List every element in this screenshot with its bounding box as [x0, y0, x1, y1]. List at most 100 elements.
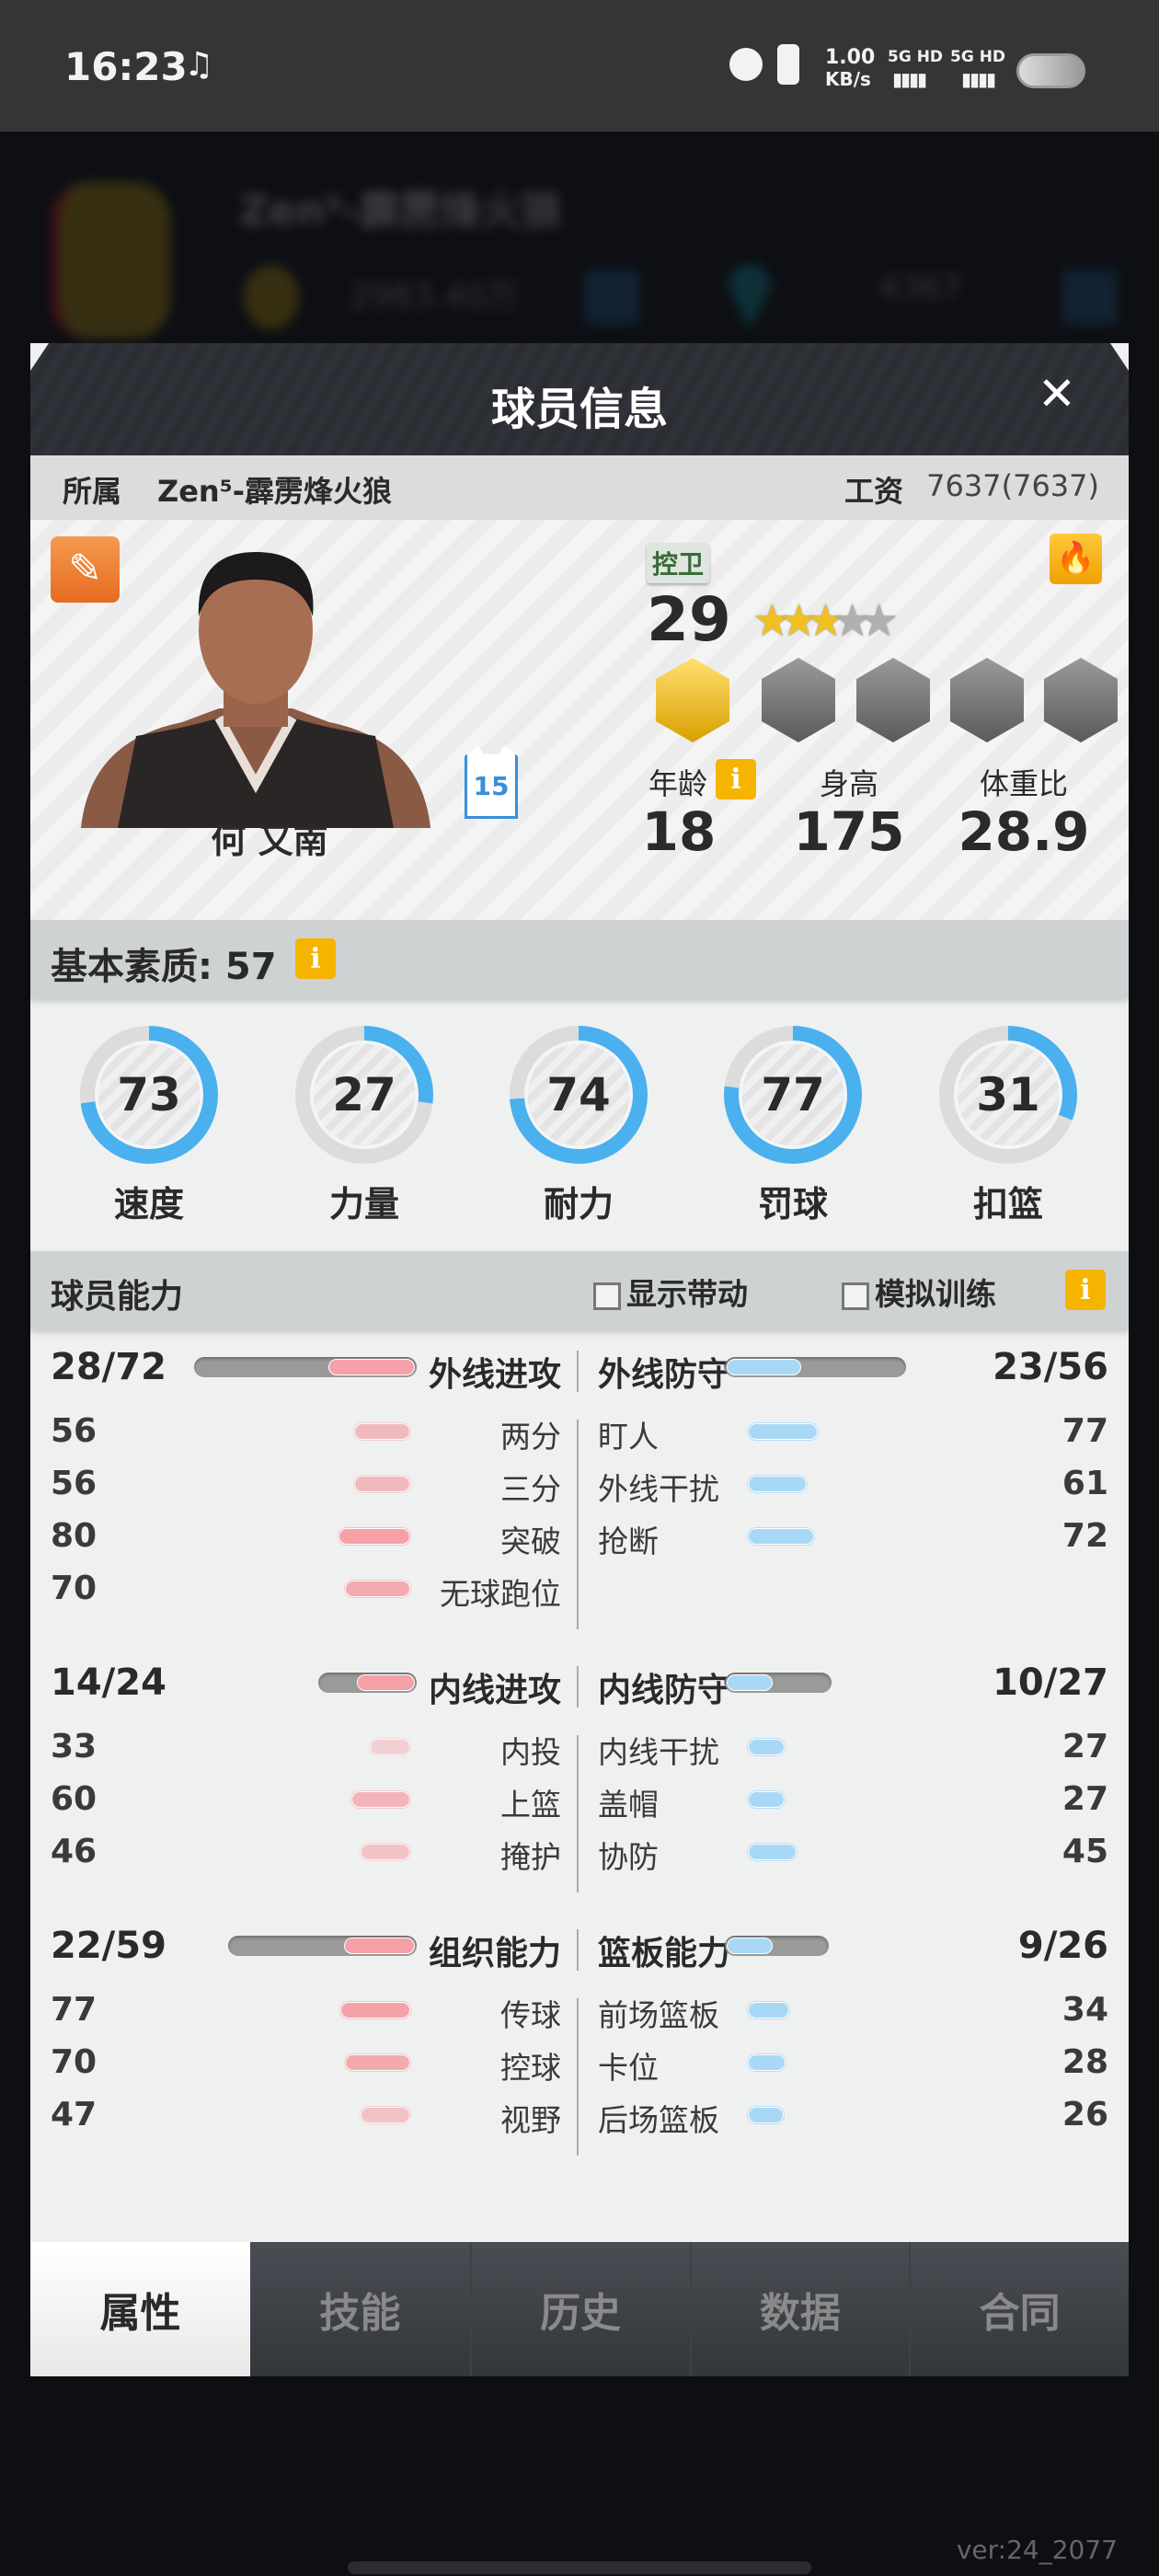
group-score: 10/27	[993, 1662, 1108, 1704]
star-icon: ★	[832, 595, 872, 647]
abilities-title: 球员能力	[51, 1278, 184, 1316]
ability-value: 56	[51, 1412, 98, 1450]
locked-badge-icon[interactable]	[950, 658, 1024, 742]
coin-icon	[244, 265, 299, 329]
attribute-label: 扣篮	[972, 1184, 1043, 1225]
attribute-label: 力量	[328, 1184, 399, 1225]
ability-label: 无球跑位	[440, 1576, 561, 1612]
player-badge-icon[interactable]	[656, 658, 729, 742]
tab-1[interactable]: 技能	[319, 2290, 401, 2337]
ability-value: 60	[51, 1780, 98, 1818]
basic-info-icon[interactable]: i	[295, 938, 336, 979]
weight-value: 28.9	[958, 800, 1090, 863]
ability-bar	[748, 2054, 786, 2071]
ability-value: 26	[1061, 2096, 1108, 2133]
checkbox[interactable]	[593, 1282, 621, 1310]
tab-3[interactable]: 数据	[689, 2242, 910, 2376]
ability-label: 传球	[500, 1997, 561, 2033]
divider	[577, 1420, 579, 1629]
ability-bar	[351, 1791, 410, 1808]
edit-player-icon[interactable]: ✎	[51, 536, 120, 603]
home-indicator[interactable]	[348, 2561, 811, 2574]
age-value: 18	[641, 800, 717, 863]
ability-label: 内线干扰	[598, 1734, 719, 1770]
age-label: 年龄	[648, 766, 708, 801]
ability-value: 77	[51, 1991, 98, 2029]
tab-4[interactable]: 合同	[909, 2242, 1129, 2376]
locked-badge-icon[interactable]	[856, 658, 930, 742]
ability-label: 内投	[500, 1734, 561, 1770]
dialog-header: 球员信息 ✕	[30, 343, 1129, 455]
group-progress-bar	[725, 1936, 829, 1956]
bg-coins: 2983.40万	[350, 278, 520, 316]
age-info-icon[interactable]: i	[716, 759, 756, 799]
group-progress-fill	[727, 1359, 801, 1375]
ability-value: 77	[1061, 1412, 1108, 1450]
ability-label: 抢断	[598, 1524, 659, 1559]
ability-bar	[339, 1528, 410, 1545]
group-progress-fill	[328, 1359, 415, 1375]
ability-bar	[748, 1844, 797, 1860]
jersey-number-icon: 15	[465, 745, 518, 819]
ability-bar	[748, 2002, 790, 2018]
fire-icon[interactable]: 🔥	[1050, 534, 1102, 584]
height-label: 身高	[819, 766, 878, 801]
ability-label: 盖帽	[598, 1787, 659, 1823]
group-label: 内线防守	[598, 1672, 731, 1709]
divider	[577, 1998, 579, 2156]
team-logo	[51, 182, 170, 339]
team-value: Zen⁵-霹雳烽火狼	[157, 474, 392, 509]
attribute-1: 27 力量	[291, 1021, 438, 1242]
sim2-label: 5G HD	[950, 48, 1006, 66]
attribute-value: 73	[98, 1044, 200, 1145]
ability-value: 33	[51, 1728, 98, 1765]
ability-value: 70	[51, 1570, 98, 1607]
close-button[interactable]: ✕	[1038, 367, 1076, 420]
player-rating: 29	[647, 584, 731, 655]
clock: 16:23	[64, 44, 188, 89]
weight-label: 体重比	[979, 766, 1068, 801]
status-bar: 16:23 ♫ 1.00 KB/s 5G HD ▮▮▮▮ 5G HD ▮▮▮▮	[0, 0, 1159, 132]
ability-bar	[354, 1476, 410, 1492]
group-progress-fill	[727, 1938, 773, 1954]
locked-badge-icon[interactable]	[1044, 658, 1118, 742]
attribute-4: 31 扣篮	[935, 1021, 1082, 1242]
badge-slots	[647, 658, 1125, 745]
locked-badge-icon[interactable]	[762, 658, 835, 742]
ability-label: 掩护	[500, 1839, 561, 1875]
net-speed: 1.00	[825, 46, 876, 69]
attribute-value: 31	[958, 1044, 1059, 1145]
ability-label: 视野	[500, 2102, 561, 2138]
player-name: 何 又南	[211, 821, 328, 861]
ability-label: 两分	[500, 1419, 561, 1455]
abilities-info-icon[interactable]: i	[1065, 1270, 1106, 1310]
position-badge: 控卫	[647, 543, 710, 583]
ability-bar	[748, 1791, 786, 1808]
group-progress-bar	[317, 1673, 417, 1693]
star-icon: ★	[779, 595, 819, 647]
tab-2[interactable]: 历史	[469, 2242, 690, 2376]
group-progress-bar	[725, 1673, 832, 1693]
ability-label: 突破	[500, 1524, 561, 1559]
divider	[577, 1929, 579, 1971]
ability-value: 27	[1061, 1728, 1108, 1765]
abilities-header: 球员能力 显示带动 模拟训练 i	[30, 1251, 1129, 1329]
star-icon: ★	[806, 595, 845, 647]
star-rating: ★★★★★	[752, 595, 899, 647]
ability-value: 72	[1061, 1517, 1108, 1555]
attribute-label: 罚球	[757, 1184, 828, 1225]
ability-label: 协防	[598, 1839, 659, 1875]
ability-bar	[369, 1739, 410, 1755]
ability-bar	[345, 2054, 410, 2071]
signal-icon: ▮▮▮▮	[892, 68, 927, 90]
group-progress-fill	[727, 1674, 773, 1691]
tab-0[interactable]: 属性	[30, 2242, 250, 2376]
show-drive-checkbox[interactable]: 显示带动	[593, 1270, 748, 1314]
player-card: ✎ 何 又南 15 控卫 🔥 29 ★★★★★ 年龄 i 身高 体重比 18 1…	[30, 520, 1129, 920]
dialog-title: 球员信息	[490, 384, 668, 435]
sim-training-checkbox[interactable]: 模拟训练	[842, 1270, 996, 1314]
ability-value: 70	[51, 2043, 98, 2081]
ability-bar	[360, 2107, 410, 2123]
checkbox[interactable]	[842, 1282, 869, 1310]
ability-label: 前场篮板	[598, 1997, 719, 2033]
